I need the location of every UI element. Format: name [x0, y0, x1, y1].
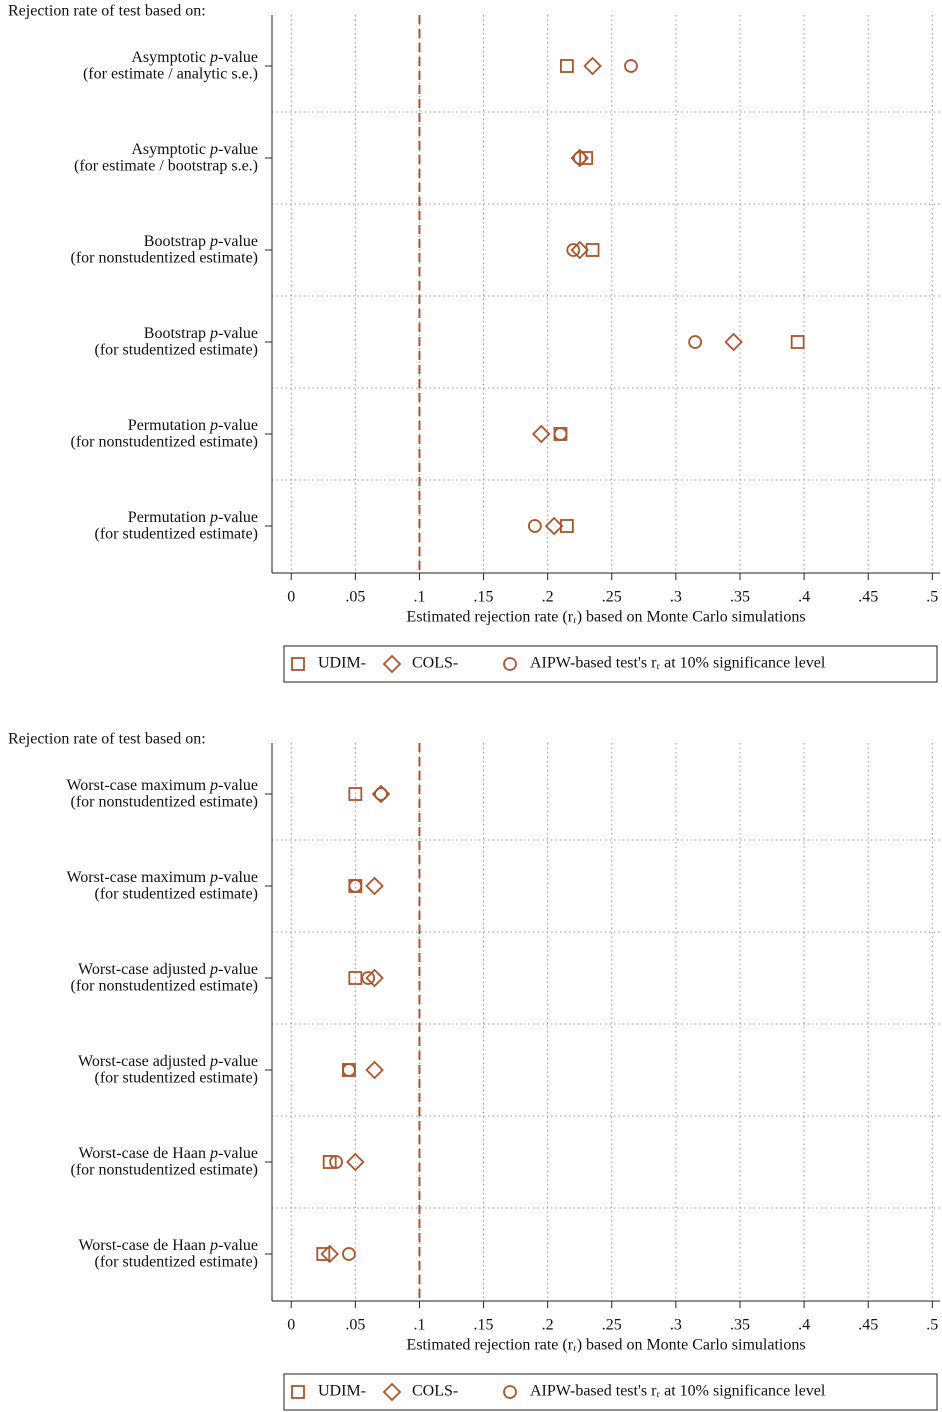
circle-marker [503, 1385, 517, 1399]
circle-marker [527, 519, 542, 533]
legend-label: UDIM- [318, 1383, 366, 1400]
category-label: Bootstrap p-value [144, 233, 258, 250]
category-label: Permutation p-value [128, 417, 258, 434]
circle-marker [566, 243, 581, 257]
category-label: (for studentized estimate) [95, 342, 259, 359]
category-label: (for nonstudentized estimate) [71, 794, 259, 811]
category-label: (for nonstudentized estimate) [71, 434, 259, 451]
legend-label: AIPW-based test's rᵣ at 10% significance… [530, 655, 826, 672]
panel-title: Rejection rate of test based on: [8, 3, 206, 20]
category-label: (for studentized estimate) [95, 886, 259, 903]
circle-marker [361, 971, 376, 985]
x-tick-label: .05 [345, 589, 365, 606]
diamond-marker [365, 968, 384, 988]
square-marker [348, 787, 363, 801]
x-tick-label: .45 [858, 1317, 878, 1334]
legend-label: UDIM- [318, 655, 366, 672]
category-label: (for studentized estimate) [95, 526, 259, 543]
category-label: (for nonstudentized estimate) [71, 250, 259, 267]
x-tick-label: .25 [602, 589, 622, 606]
x-tick-label: .3 [670, 1317, 682, 1334]
category-label: Worst-case adjusted p-value [78, 961, 258, 978]
x-tick-label: .15 [474, 1317, 494, 1334]
square-marker [291, 1385, 305, 1399]
x-tick-label: 0 [287, 589, 295, 606]
category-label: Bootstrap p-value [144, 325, 258, 342]
circle-marker [342, 1247, 356, 1261]
x-tick-label: .35 [730, 589, 750, 606]
circle-marker [329, 1155, 344, 1169]
x-axis-label: Estimated rejection rate (rᵣ) based on M… [406, 609, 805, 626]
category-label: (for nonstudentized estimate) [71, 978, 259, 995]
circle-marker [624, 59, 638, 73]
x-tick-label: .35 [730, 1317, 750, 1334]
square-marker [322, 1155, 337, 1169]
legend-box [283, 645, 938, 683]
chart-panel: Rejection rate of test based on: 0 .05 .1 .1… [8, 731, 940, 1411]
square-marker [316, 1247, 331, 1261]
x-tick-label: .4 [798, 589, 810, 606]
circle-marker [553, 427, 568, 441]
x-tick-label: .05 [345, 1317, 365, 1334]
circle-marker [572, 151, 587, 165]
diamond-marker [583, 56, 602, 76]
category-label: (for estimate / bootstrap s.e.) [74, 158, 258, 175]
x-axis-label: Estimated rejection rate (rᵣ) based on M… [406, 1337, 805, 1354]
circle-marker [348, 879, 363, 893]
category-label: Asymptotic p-value [131, 49, 258, 66]
category-label: (for estimate / analytic s.e.) [83, 66, 258, 83]
legend-label: AIPW-based test's rᵣ at 10% significance… [530, 1383, 826, 1400]
diamond-marker [365, 876, 384, 896]
category-label: Worst-case maximum p-value [66, 869, 258, 886]
x-tick-label: .45 [858, 589, 878, 606]
diamond-marker [531, 424, 551, 444]
circle-marker [688, 335, 703, 349]
circle-marker [503, 657, 517, 671]
x-tick-label: .3 [670, 589, 682, 606]
x-tick-label: .1 [413, 1317, 425, 1334]
category-label: Worst-case de Haan p-value [78, 1145, 258, 1162]
legend-label: COLS- [412, 1383, 458, 1400]
chart-panel: Rejection rate of test based on: 0 .05 .1 .1… [8, 3, 940, 683]
legend-label: COLS- [412, 655, 458, 672]
x-tick-label: .5 [926, 1317, 938, 1334]
category-label: Worst-case maximum p-value [66, 777, 258, 794]
diamond-marker [570, 240, 589, 260]
legend-box [283, 1373, 938, 1411]
square-marker [291, 657, 305, 671]
x-tick-label: .2 [542, 589, 554, 606]
x-tick-label: .25 [602, 1317, 622, 1334]
category-label: Asymptotic p-value [131, 141, 258, 158]
panel-title: Rejection rate of test based on: [8, 731, 206, 748]
x-tick-label: .5 [926, 589, 938, 606]
diamond-marker [544, 516, 564, 536]
category-label: Permutation p-value [128, 509, 258, 526]
category-label: Worst-case adjusted p-value [78, 1053, 258, 1070]
diamond-marker [382, 1382, 402, 1402]
diamond-marker [320, 1244, 339, 1264]
x-tick-label: .15 [474, 589, 494, 606]
circle-marker [374, 787, 388, 801]
x-tick-label: .4 [798, 1317, 810, 1334]
category-label: Worst-case de Haan p-value [78, 1237, 258, 1254]
square-marker [559, 59, 574, 73]
circle-marker [342, 1063, 356, 1077]
x-tick-label: 0 [287, 1317, 295, 1334]
diamond-marker [365, 1060, 384, 1080]
square-marker [579, 151, 594, 165]
category-label: (for studentized estimate) [95, 1254, 259, 1271]
diamond-marker [346, 1152, 365, 1172]
category-label: (for nonstudentized estimate) [71, 1162, 259, 1179]
diamond-marker [724, 332, 743, 352]
square-marker [790, 335, 805, 349]
diamond-marker [382, 654, 402, 674]
x-tick-label: .1 [413, 589, 425, 606]
category-label: (for studentized estimate) [95, 1070, 259, 1087]
x-tick-label: .2 [542, 1317, 554, 1334]
